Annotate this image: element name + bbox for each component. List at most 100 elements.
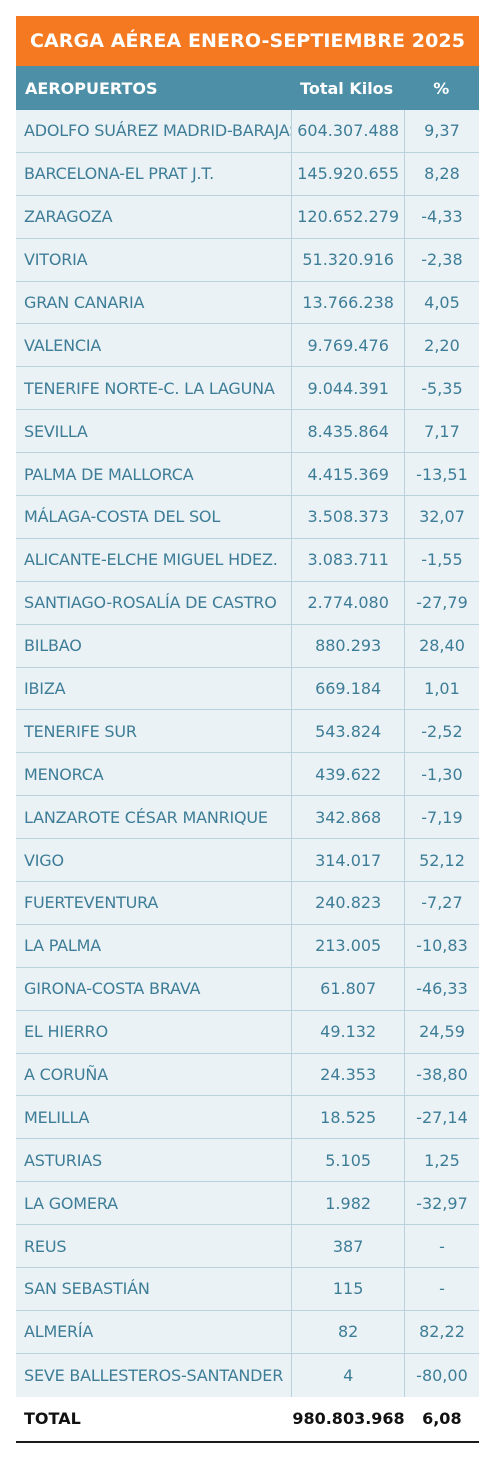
percent-cell: -27,14	[416, 1107, 468, 1127]
percent-cell: -13,51	[416, 464, 468, 484]
airport-name: LA GOMERA	[24, 1193, 118, 1213]
total-kilos-cell: 2.774.080	[291, 581, 405, 624]
table-row: BARCELONA-EL PRAT J.T. 145.920.655 8,28	[16, 152, 479, 196]
table-row: REUS 387 -	[16, 1225, 479, 1269]
airport-name: ALICANTE-ELCHE MIGUEL HDEZ.	[24, 550, 278, 570]
total-kilos-cell: 13.766.238	[291, 281, 405, 324]
airport-name: ZARAGOZA	[24, 207, 113, 227]
percent-cell: -32,97	[416, 1193, 468, 1213]
airport-name: SEVILLA	[24, 421, 88, 441]
percent-cell: 82,22	[419, 1322, 465, 1342]
table-row: BILBAO 880.293 28,40	[16, 624, 479, 668]
airport-name: TENERIFE NORTE-C. LA LAGUNA	[24, 378, 275, 398]
percent-cell: -27,79	[416, 593, 468, 613]
total-kilos-cell: 314.017	[291, 839, 405, 882]
table-row: MÁLAGA-COSTA DEL SOL 3.508.373 32,07	[16, 496, 479, 539]
table-row: EL HIERRO 49.132 24,59	[16, 1010, 479, 1054]
table-row: ALMERÍA 82 82,22	[16, 1310, 479, 1354]
table-row: ALICANTE-ELCHE MIGUEL HDEZ. 3.083.711 -1,5…	[16, 538, 479, 582]
total-kilos-cell: 387	[291, 1225, 405, 1268]
table-row: PALMA DE MALLORCA 4.415.369 -13,51	[16, 453, 479, 497]
total-kilos-cell: 24.353	[291, 1053, 405, 1096]
percent-cell: 28,40	[419, 636, 465, 656]
total-kilos-cell: 9.769.476	[291, 324, 405, 367]
airport-name: PALMA DE MALLORCA	[24, 464, 194, 484]
airport-name: SEVE BALLESTEROS-SANTANDER	[24, 1365, 284, 1385]
percent-cell: 7,17	[424, 421, 460, 441]
total-kilos-cell: 82	[291, 1310, 405, 1353]
table-row: A CORUÑA 24.353 -38,80	[16, 1053, 479, 1097]
percent-cell: -80,00	[416, 1365, 468, 1385]
total-kilos-cell: 115	[291, 1268, 405, 1310]
percent-cell: -38,80	[416, 1065, 468, 1085]
total-kilos-cell: 439.622	[291, 753, 405, 796]
total-kilos-cell: 543.824	[291, 710, 405, 753]
percent-cell: 1,25	[424, 1150, 460, 1170]
cargo-table-card: CARGA AÉREA ENERO-SEPTIEMBRE 2025 AEROPU…	[16, 16, 479, 1443]
airport-name: SANTIAGO-ROSALÍA DE CASTRO	[24, 593, 277, 613]
percent-cell: -5,35	[421, 378, 463, 398]
airport-name: MENORCA	[24, 764, 104, 784]
total-kilos-cell: 18.525	[291, 1096, 405, 1139]
total-kilos-cell: 240.823	[291, 882, 405, 924]
total-kilos-cell: 5.105	[291, 1139, 405, 1182]
airport-name: VIGO	[24, 850, 64, 870]
percent-cell: -2,52	[421, 721, 463, 741]
airport-name: TENERIFE SUR	[24, 721, 137, 741]
airport-name: GIRONA-COSTA BRAVA	[24, 979, 201, 999]
table-row: GRAN CANARIA 13.766.238 4,05	[16, 281, 479, 325]
total-kilos-cell: 3.508.373	[291, 496, 405, 538]
table-row: SEVE BALLESTEROS-SANTANDER 4 -80,00	[16, 1353, 479, 1397]
airport-name: VITORIA	[24, 250, 88, 270]
total-kilos-cell: 880.293	[291, 624, 405, 667]
airport-name: ASTURIAS	[24, 1150, 102, 1170]
total-row: TOTAL 980.803.968 6,08	[16, 1396, 479, 1443]
airport-name: VALENCIA	[24, 335, 102, 355]
table-row: VITORIA 51.320.916 -2,38	[16, 238, 479, 282]
table-row: SAN SEBASTIÁN 115 -	[16, 1268, 479, 1311]
percent-cell: -	[439, 1279, 445, 1299]
airport-name: SAN SEBASTIÁN	[24, 1279, 150, 1299]
airport-name: MELILLA	[24, 1107, 90, 1127]
table-row: MENORCA 439.622 -1,30	[16, 753, 479, 797]
airport-name: LA PALMA	[24, 936, 101, 956]
percent-cell: 2,20	[424, 335, 460, 355]
airport-name: FUERTEVENTURA	[24, 893, 159, 913]
table-body: ADOLFO SUÁREZ MADRID-BARAJAS 604.307.488 9…	[16, 110, 479, 1397]
airport-name: LANZAROTE CÉSAR MANRIQUE	[24, 807, 268, 827]
table-row: LA GOMERA 1.982 -32,97	[16, 1182, 479, 1226]
total-kilos-cell: 49.132	[291, 1010, 405, 1053]
total-kilos-cell: 213.005	[291, 924, 405, 967]
airport-name: REUS	[24, 1236, 67, 1256]
table-row: ADOLFO SUÁREZ MADRID-BARAJAS 604.307.488 9…	[16, 110, 479, 153]
table-row: SANTIAGO-ROSALÍA DE CASTRO 2.774.080 -27,7…	[16, 581, 479, 625]
percent-cell: 4,05	[424, 293, 460, 312]
table-row: TENERIFE NORTE-C. LA LAGUNA 9.044.391 -5,3…	[16, 367, 479, 411]
total-kilos: 980.803.968	[292, 1409, 405, 1429]
percent-cell: -4,33	[421, 207, 463, 227]
airport-name: A CORUÑA	[24, 1065, 108, 1085]
total-kilos-cell: 51.320.916	[291, 238, 405, 281]
table-row: VALENCIA 9.769.476 2,20	[16, 324, 479, 368]
total-kilos-cell: 4.415.369	[291, 453, 405, 496]
table-row: ZARAGOZA 120.652.279 -4,33	[16, 195, 479, 239]
total-kilos-cell: 8.435.864	[291, 410, 405, 453]
table-row: ASTURIAS 5.105 1,25	[16, 1139, 479, 1183]
table-row: IBIZA 669.184 1,01	[16, 667, 479, 711]
table-row: VIGO 314.017 52,12	[16, 839, 479, 883]
percent-cell: 1,01	[424, 679, 460, 699]
table-row: LANZAROTE CÉSAR MANRIQUE 342.868 -7,19	[16, 796, 479, 840]
percent-cell: -	[439, 1236, 445, 1256]
airport-name: ALMERÍA	[24, 1322, 94, 1342]
header-airports: AEROPUERTOS	[25, 78, 158, 98]
total-kilos-cell: 604.307.488	[291, 110, 405, 152]
airport-name: ADOLFO SUÁREZ MADRID-BARAJAS	[24, 121, 292, 141]
percent-cell: -46,33	[416, 979, 468, 999]
total-kilos-cell: 61.807	[291, 967, 405, 1010]
airport-name: EL HIERRO	[24, 1022, 108, 1042]
table-row: FUERTEVENTURA 240.823 -7,27	[16, 882, 479, 925]
table-title: CARGA AÉREA ENERO-SEPTIEMBRE 2025	[29, 30, 466, 52]
title-bar: CARGA AÉREA ENERO-SEPTIEMBRE 2025	[16, 16, 479, 66]
airport-name: MÁLAGA-COSTA DEL SOL	[24, 507, 221, 527]
total-label: TOTAL	[24, 1409, 81, 1429]
